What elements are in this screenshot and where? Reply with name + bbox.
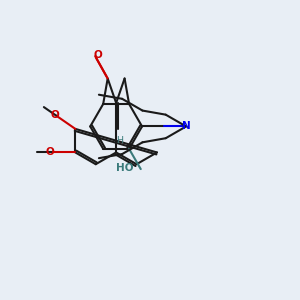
Text: N: N xyxy=(182,122,190,131)
Text: H: H xyxy=(116,136,123,145)
Text: HO: HO xyxy=(116,164,134,173)
Text: O: O xyxy=(46,147,55,158)
Text: O: O xyxy=(93,50,102,60)
Text: O: O xyxy=(50,110,59,121)
